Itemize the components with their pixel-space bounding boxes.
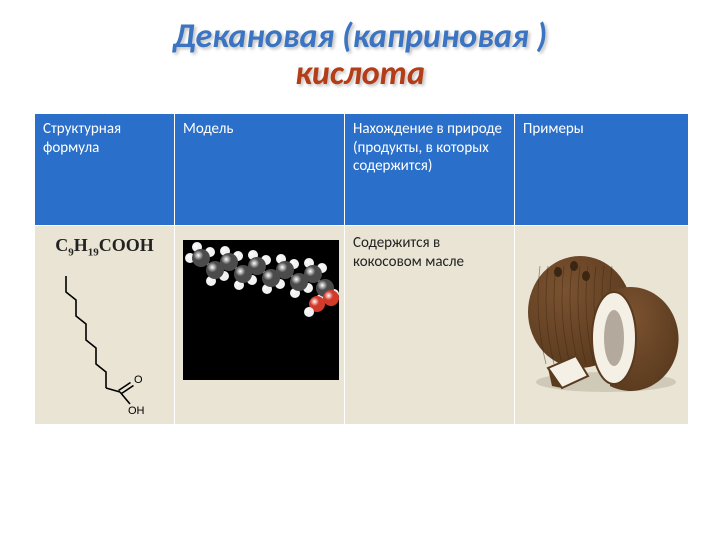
cell-3d-model [175,225,345,424]
col-header-model: Модель [175,113,345,225]
col-header-formula: Структурная формула [35,113,175,225]
title-line-2: кислота [30,55,690,92]
svg-text:OH: OH [128,405,145,417]
acid-properties-table: Структурная формула Модель Нахождение в … [34,113,689,425]
slide-title: Декановая (каприновая ) кислота [30,12,690,93]
cell-structural-formula: С9Н19СООН O OH [35,225,175,424]
coconut-image [518,236,686,396]
title-line-1: Декановая (каприновая ) [30,18,690,55]
data-row: С9Н19СООН O OH Содержится в кокосовом мас… [35,225,689,424]
cell-example-image [515,225,689,424]
header-row: Структурная формула Модель Нахождение в … [35,113,689,225]
skeletal-structure-diagram: O OH [50,268,160,418]
col-header-examples: Примеры [515,113,689,225]
cell-occurrence: Содержится в кокосовом масле [345,225,515,424]
occurrence-text: Содержится в кокосовом масле [353,232,506,272]
ball-stick-model [183,240,339,380]
molecular-formula: С9Н19СООН [43,232,166,264]
svg-text:O: O [134,374,143,386]
col-header-occurrence: Нахождение в природе (продукты, в которы… [345,113,515,225]
